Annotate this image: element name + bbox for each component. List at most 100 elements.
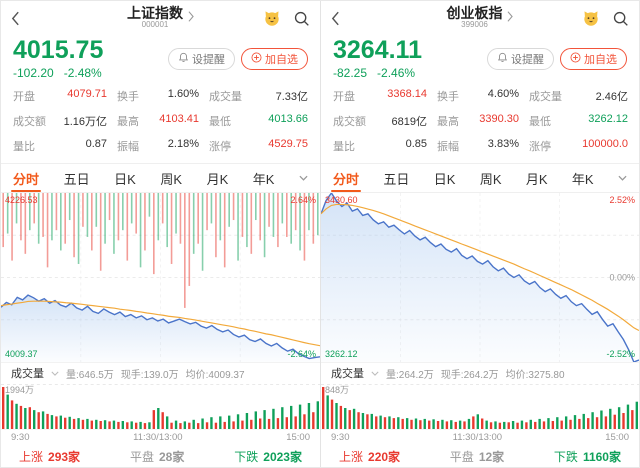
chevron-right-icon [187, 9, 194, 27]
current-price: 3264.11 [333, 36, 422, 64]
time-open: 9:30 [331, 431, 350, 443]
stat-amplitude: 振幅 2.18% [117, 138, 209, 154]
price-change: -102.20 [13, 66, 54, 81]
current-price: 4015.75 [13, 36, 104, 64]
decliners-value: 2023家 [263, 450, 302, 465]
stat-turnover-rate: 换手 1.60% [117, 88, 209, 104]
stat-label: 开盘 [13, 91, 35, 104]
stat-label: 量比 [333, 141, 355, 154]
time-open: 9:30 [11, 431, 30, 443]
plus-circle-icon [251, 52, 262, 66]
unchanged-value: 12家 [478, 450, 505, 465]
tab-yearly-k[interactable]: 年K [252, 171, 275, 187]
cat-icon[interactable] [263, 9, 281, 27]
cat-icon[interactable] [582, 9, 600, 27]
advancers-label: 上涨 [19, 450, 44, 465]
search-icon[interactable] [612, 10, 629, 27]
chevron-down-icon[interactable] [299, 164, 308, 192]
add-watchlist-button[interactable]: 加自选 [560, 47, 627, 70]
advancers-count: 上涨 293家 [19, 448, 80, 465]
chevron-down-icon [371, 368, 379, 379]
index-title-group[interactable]: 创业板指 399006 [446, 4, 514, 30]
chevron-right-icon [507, 9, 514, 27]
stat-limit-up: 涨停 100000.0 [529, 138, 628, 154]
time-midday: 11:30/13:00 [133, 431, 183, 443]
index-title-group[interactable]: 上证指数 000001 [127, 4, 194, 30]
volume-indicator-bar[interactable]: 成交量 量:264.2万 现手:264.2万 均价:3275.80 [321, 363, 639, 383]
advancers-count: 上涨 220家 [339, 448, 400, 465]
current-lots-value: 现手:264.2万 [440, 369, 499, 381]
tab-weekly-k[interactable]: 周K [479, 171, 502, 187]
decliners-label: 下跌 [234, 450, 259, 465]
stat-label: 最高 [117, 116, 139, 129]
tab-minute[interactable]: 分时 [330, 164, 362, 193]
chart-period-tabs: 分时 五日 日K 周K 月K 年K [321, 163, 639, 194]
stat-low: 最低 3262.12 [529, 113, 628, 129]
stat-label: 最低 [529, 116, 551, 129]
chart-low-pct-label: -2.52% [606, 349, 635, 360]
advancers-label: 上涨 [339, 450, 364, 465]
tab-monthly-k[interactable]: 月K [525, 171, 548, 187]
tab-five-day[interactable]: 五日 [383, 171, 410, 187]
time-axis: 9:30 11:30/13:00 15:00 [321, 429, 639, 444]
stat-value: 3.83% [487, 138, 519, 151]
search-icon[interactable] [293, 10, 310, 27]
unchanged-value: 28家 [158, 450, 185, 465]
average-price-value: 均价:4009.37 [185, 369, 245, 381]
chevron-down-icon[interactable] [618, 164, 627, 192]
intraday-price-chart[interactable]: 4226.53 2.64% 4009.37 -2.64% [1, 193, 320, 364]
volume-value: 量:264.2万 [386, 369, 434, 381]
back-icon[interactable] [331, 11, 340, 26]
stat-value: 1.60% [167, 88, 199, 101]
stat-label: 成交额 [13, 116, 46, 129]
decliners-label: 下跌 [553, 450, 578, 465]
tab-minute[interactable]: 分时 [10, 164, 42, 193]
volume-bar-chart[interactable]: 1994万 [1, 383, 320, 430]
price-change: -82.25 [333, 66, 368, 81]
stat-value: 1.16万亿 [63, 116, 107, 129]
panel-header: 创业板指 399006 [321, 1, 639, 35]
stat-label: 换手 [437, 91, 459, 104]
set-alert-button[interactable]: 设提醒 [487, 47, 554, 70]
price-chart-canvas [1, 193, 320, 363]
stat-label: 最高 [437, 116, 459, 129]
tab-monthly-k[interactable]: 月K [206, 171, 229, 187]
volume-chart-canvas [1, 384, 320, 430]
index-title: 上证指数 [127, 4, 183, 21]
stat-volume: 成交量 2.46亿 [529, 88, 628, 104]
quote-section: 3264.11 -82.25 -2.46% 设提醒 加自选 [321, 35, 639, 84]
intraday-price-chart[interactable]: 3430.60 2.52% 0.00% 3262.12 -2.52% [321, 193, 639, 364]
time-axis: 9:30 11:30/13:00 15:00 [1, 429, 320, 444]
stat-label: 成交量 [209, 91, 242, 104]
chart-high-price-label: 3430.60 [325, 195, 358, 206]
stat-value: 0.87 [85, 138, 107, 151]
stat-value: 4079.71 [67, 88, 107, 101]
back-icon[interactable] [11, 11, 20, 26]
chart-high-pct-label: 2.64% [290, 195, 316, 206]
bell-icon [178, 52, 189, 66]
market-breadth: 上涨 293家 平盘 28家 下跌 2023家 [1, 444, 320, 468]
bell-icon [497, 52, 508, 66]
tab-yearly-k[interactable]: 年K [571, 171, 594, 187]
index-title: 创业板指 [446, 4, 503, 21]
indicator-title: 成交量 [11, 368, 44, 381]
add-watchlist-button[interactable]: 加自选 [241, 47, 308, 70]
stat-high: 最高 4103.41 [117, 113, 209, 129]
set-alert-button[interactable]: 设提醒 [168, 47, 235, 70]
volume-bar-chart[interactable]: 848万 [321, 383, 639, 430]
decliners-count: 下跌 1160家 [554, 448, 621, 465]
stat-label: 换手 [117, 91, 139, 104]
panel-chinext-index: 创业板指 399006 [320, 1, 639, 467]
volume-max-label: 1994万 [5, 385, 35, 396]
stat-label: 量比 [13, 141, 35, 154]
stat-value: 3262.12 [588, 113, 628, 126]
quote-stats-grid: 开盘 3368.14 换手 4.60% 成交量 2.46亿 成交额 6819亿 最高 33… [321, 84, 639, 163]
set-alert-label: 设提醒 [192, 53, 225, 66]
tab-five-day[interactable]: 五日 [63, 171, 90, 187]
tab-weekly-k[interactable]: 周K [160, 171, 183, 187]
tab-daily-k[interactable]: 日K [114, 171, 136, 187]
volume-indicator-bar[interactable]: 成交量 量:646.5万 现手:139.0万 均价:4009.37 [1, 363, 320, 383]
tab-daily-k[interactable]: 日K [433, 171, 456, 187]
decliners-value: 1160家 [582, 450, 621, 465]
